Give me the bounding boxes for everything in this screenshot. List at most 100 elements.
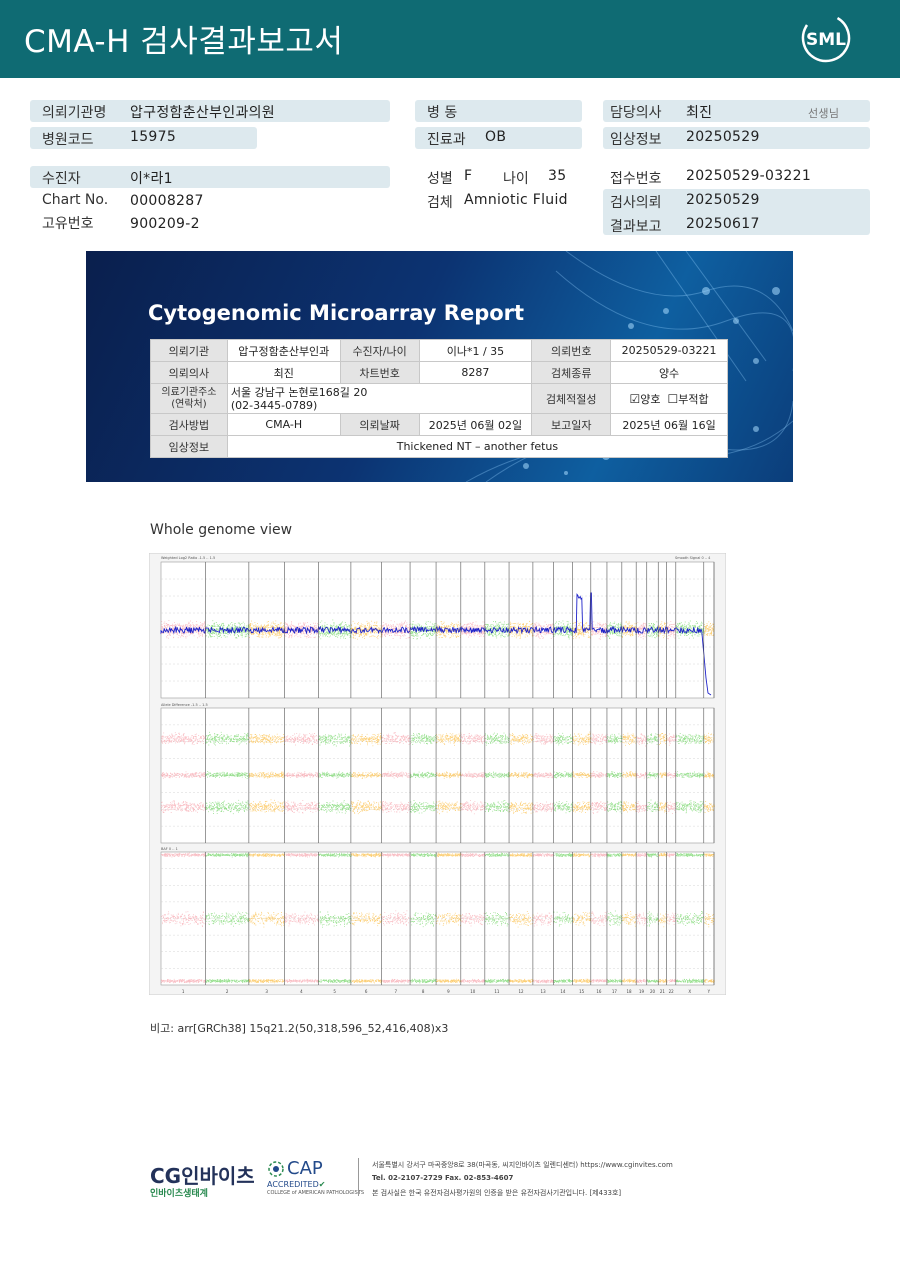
cell-value: ☑양호 ☐부적합 (610, 383, 728, 414)
sex-label: 성별 (427, 171, 453, 187)
table-row: 임상정보 Thickened NT – another fetus (150, 435, 729, 458)
doctor-row (603, 100, 870, 122)
cell-value: 최진 (226, 361, 341, 384)
remarks: 비고: arr[GRCh38] 15q21.2(50,318,596_52,41… (150, 1020, 448, 1036)
cell-value: 이나*1 / 35 (418, 339, 533, 362)
panel2-label: Allele Difference -1.5 .. 1.5 (161, 703, 208, 707)
cell-value: Thickened NT – another fetus (226, 435, 729, 458)
chromosome-label: 10 (470, 989, 476, 994)
cell-value: 2025년 06월 16일 (610, 413, 728, 436)
cell-header: 검체종류 (531, 361, 612, 384)
report-label: 결과보고 (610, 219, 662, 235)
cell-header: 검체적절성 (531, 383, 612, 414)
hospital-code-row (30, 127, 257, 149)
remarks-label: 비고: (150, 1022, 174, 1035)
chromosome-label: 5 (333, 989, 336, 994)
clinical-value: 20250529 (686, 129, 760, 145)
chromosome-label: 18 (626, 989, 632, 994)
cell-value: 2025년 06월 02일 (418, 413, 533, 436)
logo-text: SML (806, 30, 846, 50)
table-row: 의뢰기관 압구정함춘산부인과 수진자/나이 이나*1 / 35 의뢰번호 202… (150, 339, 728, 362)
chromosome-label: 9 (447, 989, 450, 994)
chart-label: Chart No. (42, 192, 109, 208)
hospital-code-label: 병원코드 (42, 132, 94, 148)
chromosome-label: 15 (579, 989, 585, 994)
chart-value: 00008287 (130, 193, 204, 209)
contact-value: (02-3445-0789) (230, 398, 318, 412)
doctor-value: 최진 (686, 105, 713, 121)
chromosome-label: 6 (365, 989, 368, 994)
receipt-label: 접수번호 (610, 171, 662, 187)
patient-row (30, 166, 390, 188)
address-value: 서울 강남구 논현로168길 20 (230, 385, 368, 399)
request-value: 20250529 (686, 192, 760, 208)
contact-label: (연락처) (171, 398, 207, 410)
cell-value: 서울 강남구 논현로168길 20 (02-3445-0789) (226, 383, 533, 414)
request-label: 검사의뢰 (610, 195, 662, 211)
institution-row (30, 100, 390, 122)
institution-value: 압구정함춘산부인과의원 (130, 105, 275, 121)
dept-label: 진료과 (427, 132, 466, 148)
table-row: 의료기관주소 (연락처) 서울 강남구 논현로168길 20 (02-3445-… (150, 383, 728, 414)
patient-label: 수진자 (42, 171, 81, 187)
dept-value: OB (485, 129, 507, 145)
sex-value: F (464, 168, 473, 184)
cell-header: 보고일자 (531, 413, 612, 436)
age-label: 나이 (503, 171, 529, 187)
cell-header: 의뢰의사 (150, 361, 228, 384)
chromosome-label: 14 (560, 989, 566, 994)
chromosome-label: 22 (669, 989, 675, 994)
chromosome-label: 13 (541, 989, 547, 994)
report-header: CMA-H 검사결과보고서 SML (0, 0, 900, 78)
sml-logo-icon: SML (801, 13, 851, 63)
footer-contact: Tel. 02-2107-2729 Fax. 02-853-4607 (372, 1174, 514, 1182)
cell-header: 의뢰날짜 (339, 413, 420, 436)
unique-value: 900209-2 (130, 216, 200, 232)
table-row: 의뢰의사 최진 차트번호 8287 검체종류 양수 (150, 361, 728, 384)
chromosome-label: 7 (395, 989, 398, 994)
cell-value: 8287 (418, 361, 533, 384)
chromosome-label: 3 (265, 989, 268, 994)
chromosome-label: 8 (422, 989, 425, 994)
panel3-label: BAF 0 .. 1 (161, 847, 178, 851)
dept-row (415, 127, 582, 149)
cell-header: 검사방법 (150, 413, 228, 436)
chromosome-label: 20 (650, 989, 656, 994)
cell-value: CMA-H (226, 413, 341, 436)
doctor-suffix: 선생님 (808, 107, 840, 120)
specimen-value: Amniotic Fluid (464, 192, 568, 208)
footer-certification: 본 검사실은 한국 유전자검사평가원의 인증을 받은 유전자검사기관입니다. [… (372, 1189, 622, 1197)
hospital-code-value: 15975 (130, 129, 177, 145)
chromosome-label: 17 (612, 989, 618, 994)
report-value: 20250617 (686, 216, 760, 232)
ward-row (415, 100, 582, 122)
chromosome-label: 12 (518, 989, 524, 994)
cell-header: 임상정보 (150, 435, 228, 458)
chromosome-label: Y (707, 989, 711, 994)
cell-header: 의료기관주소 (연락처) (150, 383, 228, 414)
panel1-label: Weighted Log2 Ratio -1.5 .. 1.5 (161, 556, 215, 560)
specimen-label: 검체 (427, 195, 453, 211)
chromosome-label: 1 (182, 989, 185, 994)
panel1-right-label: Smooth Signal 0 .. 4 (675, 556, 711, 560)
cap-college: COLLEGE of AMERICAN PATHOLOGISTS (267, 1190, 365, 1196)
chromosome-label: 19 (639, 989, 645, 994)
chromosome-label: X (688, 989, 691, 994)
address-label: 의료기관주소 (161, 386, 217, 398)
page-title: CMA-H 검사결과보고서 (24, 24, 344, 60)
ward-label: 병 동 (427, 105, 458, 121)
cell-value: 20250529-03221 (610, 339, 728, 362)
cg-invites-subtitle: 인바이츠생태계 (150, 1189, 208, 1199)
chromosome-label: 16 (596, 989, 602, 994)
report-table: 의뢰기관 압구정함춘산부인과 수진자/나이 이나*1 / 35 의뢰번호 202… (150, 339, 729, 458)
chromosome-label: 21 (660, 989, 666, 994)
clinical-label: 임상정보 (610, 132, 662, 148)
chromosome-label: 11 (494, 989, 500, 994)
check-icon: ✔ (318, 1180, 326, 1189)
checked-box-icon: ☑ (629, 391, 641, 406)
report-title: Cytogenomic Microarray Report (148, 301, 525, 325)
chromosome-label: 4 (300, 989, 303, 994)
cap-emblem-icon (268, 1161, 284, 1177)
cell-header: 의뢰기관 (150, 339, 228, 362)
report-banner: Cytogenomic Microarray Report 의뢰기관 압구정함춘… (86, 251, 793, 482)
